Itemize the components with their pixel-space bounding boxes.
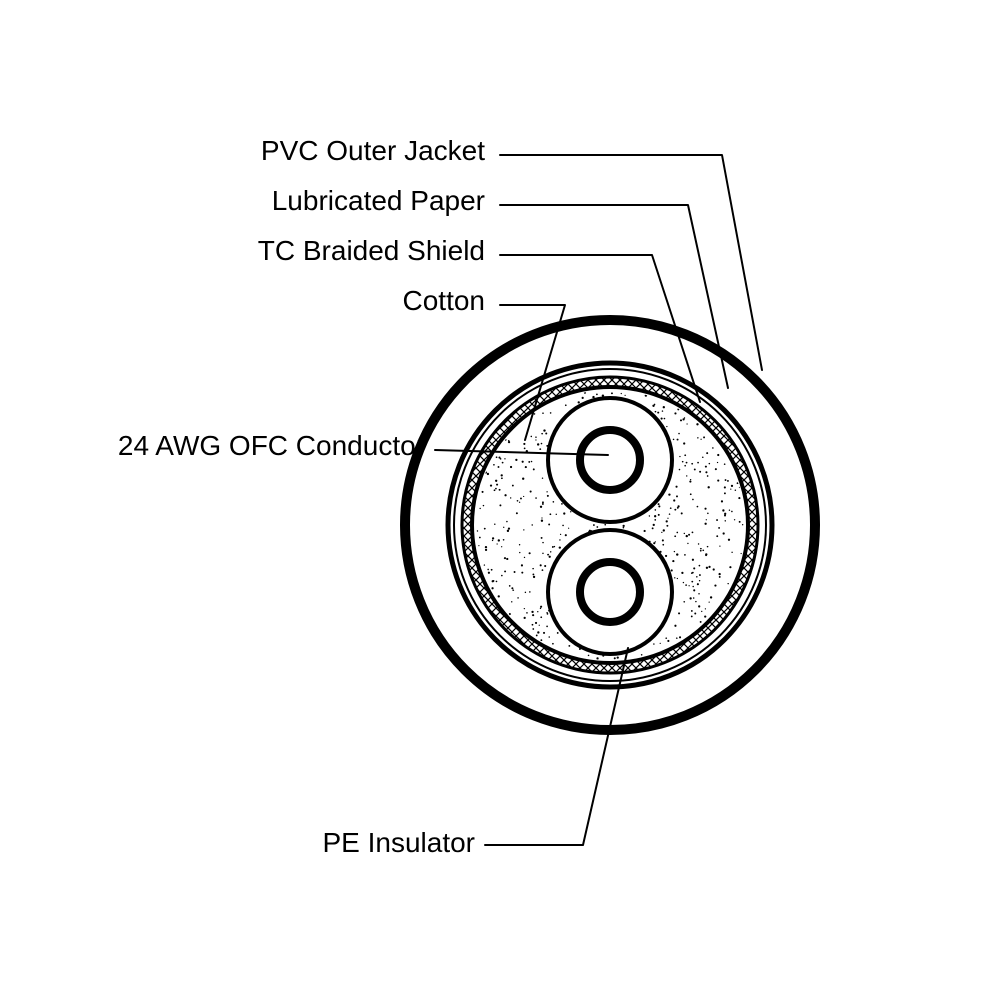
ofc-conductor-top [580,430,640,490]
ofc-conductor-bottom [580,562,640,622]
diagram-label: 24 AWG OFC Conductor [118,430,425,461]
diagram-label: PVC Outer Jacket [261,135,485,166]
diagram-label: Lubricated Paper [272,185,485,216]
diagram-label: Cotton [403,285,486,316]
diagram-label: PE Insulator [322,827,475,858]
diagram-label: TC Braided Shield [258,235,485,266]
